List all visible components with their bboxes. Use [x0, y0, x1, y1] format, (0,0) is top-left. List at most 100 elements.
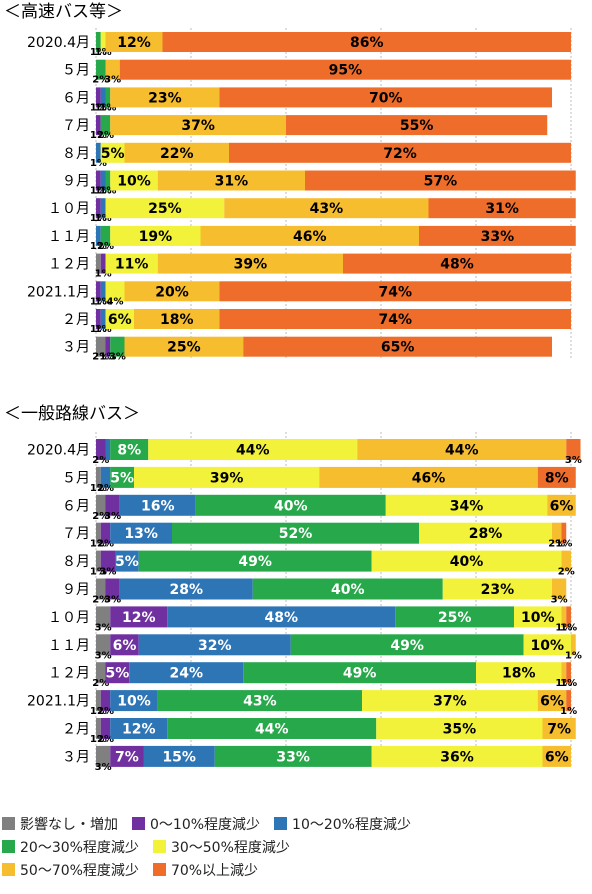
data-label: 12% [117, 35, 151, 51]
bar-segment [100, 522, 111, 544]
bar-segment [100, 87, 106, 108]
legend-item-no-impact: 影響なし・増加 [2, 814, 118, 834]
data-label: 15% [162, 749, 196, 765]
bar-segment [110, 466, 134, 488]
bar-segment [219, 281, 571, 302]
legend-swatch [2, 863, 15, 876]
data-label: 1% [90, 158, 107, 169]
bar-segment [96, 550, 101, 572]
data-label: 72% [383, 146, 417, 162]
bar-segment [138, 550, 372, 572]
data-label: 37% [433, 694, 467, 710]
data-label: 1% [90, 130, 107, 141]
bar-segment [96, 281, 101, 302]
bar-segment [119, 59, 571, 80]
bar-segment [110, 225, 201, 246]
bar-segment [96, 142, 101, 163]
bar-segment [105, 336, 111, 357]
bar-segment [105, 439, 111, 460]
category-label: １２月 [48, 666, 90, 682]
bar-segment [124, 281, 220, 302]
bar-segment [243, 336, 552, 357]
bar-segment [167, 606, 396, 628]
bar-segment [96, 225, 101, 246]
bar-segment [371, 745, 543, 767]
data-label: 32% [198, 638, 232, 654]
bar-segment [138, 634, 291, 656]
category-label: ５月 [62, 63, 90, 79]
data-label: 3% [565, 455, 582, 466]
data-label: 2% [548, 539, 565, 550]
data-label: 18% [160, 312, 194, 328]
bar-segment [96, 309, 101, 329]
bar-segment [148, 439, 358, 460]
category-label: ７月 [62, 118, 90, 134]
data-label: 3% [104, 511, 121, 522]
data-label: 23% [148, 90, 182, 106]
bar-segment [305, 170, 576, 191]
data-label: 4% [107, 296, 124, 307]
data-label: 31% [485, 201, 519, 217]
data-label: 3% [104, 75, 121, 86]
bar-segment [224, 198, 429, 219]
bar-segment [100, 115, 111, 136]
data-label: 1% [99, 102, 116, 113]
legend-swatch [274, 817, 288, 830]
data-label: 1% [99, 352, 116, 363]
data-label: 1% [95, 186, 112, 197]
category-label: ９月 [62, 174, 90, 190]
category-label: ３月 [62, 749, 90, 765]
bar-segment [100, 309, 106, 329]
data-label: 40% [450, 554, 484, 570]
bar-segment [476, 662, 562, 684]
bar-segment [110, 115, 286, 136]
bar-segment [566, 690, 571, 712]
category-label: 2020.4月 [27, 35, 90, 51]
data-label: 37% [181, 118, 215, 134]
legend-swatch [152, 840, 166, 853]
bar-segment [162, 32, 571, 52]
bar-segment [214, 745, 372, 767]
data-label: 2% [92, 352, 109, 363]
category-label: ６月 [62, 90, 90, 106]
data-label: 2% [92, 455, 109, 466]
data-label: 1% [90, 186, 107, 197]
bar-segment [100, 718, 111, 739]
data-label: 43% [243, 694, 277, 710]
data-label: 86% [350, 35, 384, 51]
bar-segment [566, 662, 571, 684]
data-label: 28% [169, 582, 203, 598]
bar-segment [96, 466, 101, 488]
bar-segment [96, 170, 101, 191]
data-label: 1% [95, 47, 112, 58]
category-label: １１月 [48, 229, 90, 245]
data-label: 25% [167, 340, 201, 356]
data-label: 46% [412, 470, 446, 486]
bar-segment [290, 634, 524, 656]
bar-segment [219, 309, 571, 329]
bar-segment [124, 142, 229, 163]
bar-segment [523, 634, 571, 656]
data-label: 49% [343, 666, 377, 682]
data-label: 2% [97, 539, 114, 550]
data-label: 1% [90, 734, 107, 745]
bar-segment [96, 494, 106, 516]
data-label: 6% [108, 312, 132, 328]
data-label: 1% [555, 678, 572, 689]
data-label: 2% [92, 678, 109, 689]
bar-segment [96, 439, 106, 460]
data-label: 44% [445, 443, 479, 459]
legend-label: 影響なし・増加 [20, 816, 118, 833]
legend: 影響なし・増加 0～10%程度減少 10～20%程度減少 20～30%程度減少 … [2, 812, 592, 881]
data-label: 12% [122, 610, 156, 626]
category-label: ３月 [62, 340, 90, 356]
bar-segment [96, 522, 101, 544]
category-label: １２月 [48, 257, 90, 273]
data-label: 48% [440, 257, 474, 273]
data-label: 31% [215, 174, 249, 190]
data-label: 24% [169, 666, 203, 682]
data-label: 2% [97, 130, 114, 141]
chart-title: ＜高速バス等＞ [4, 2, 123, 22]
data-label: 5% [110, 470, 134, 486]
bar-segment [100, 142, 125, 163]
